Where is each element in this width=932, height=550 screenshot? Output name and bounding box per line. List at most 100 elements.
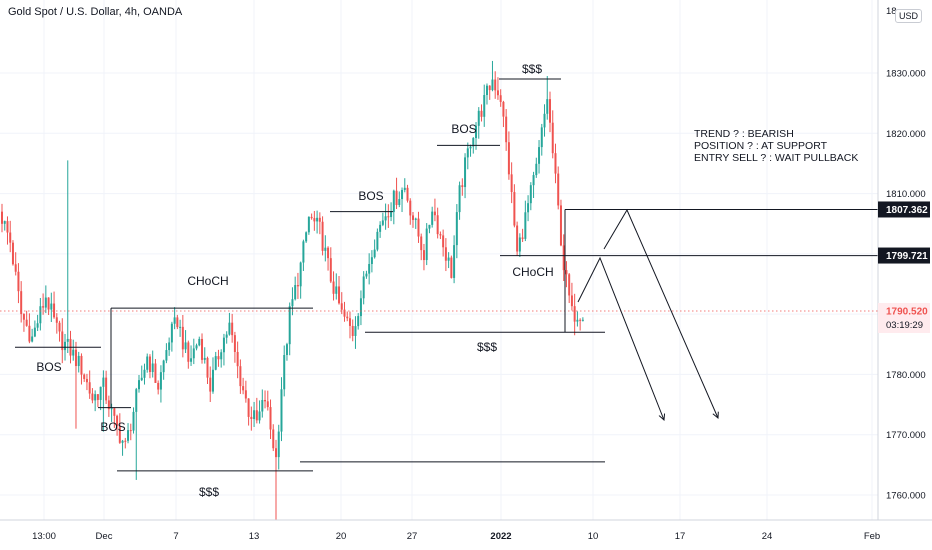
candle-body <box>3 221 6 224</box>
note-line: TREND ? : BEARISH <box>694 128 794 140</box>
price-tick-label: 1830.000 <box>886 69 926 80</box>
candle-body <box>83 374 86 379</box>
candle-body <box>581 319 584 321</box>
candle-body <box>170 323 173 343</box>
candle-body <box>485 85 488 96</box>
annotation-label: $$$ <box>199 485 219 499</box>
time-tick-label: 13:00 <box>32 531 56 542</box>
candle-body <box>340 303 343 310</box>
candle-body <box>39 306 42 324</box>
time-tick-label: 13 <box>249 531 260 542</box>
candle-body <box>61 331 64 351</box>
time-tick-label: 10 <box>588 531 599 542</box>
candle-body <box>420 236 423 251</box>
candle-body <box>138 380 140 390</box>
candle-body <box>217 356 220 360</box>
candle-body <box>244 390 247 399</box>
candle-body <box>365 273 368 277</box>
candle-body <box>154 363 157 383</box>
candle-body <box>184 342 187 350</box>
candle-body <box>494 79 497 91</box>
time-tick-label: 7 <box>173 531 178 542</box>
candle-body <box>428 224 431 229</box>
annotation-label: $$$ <box>522 62 542 76</box>
time-axis[interactable]: 13:00 Dec 7 13 20 27 2022 10 17 24 Feb <box>0 519 932 550</box>
candle-body <box>392 190 395 213</box>
candle-body <box>395 190 398 205</box>
candle-body <box>258 411 261 421</box>
candle-body <box>151 363 154 373</box>
candle-body <box>507 142 510 175</box>
candle-body <box>135 389 138 412</box>
candle-body <box>535 163 538 176</box>
candle-body <box>53 303 56 318</box>
candle-body <box>518 237 521 252</box>
annotation-label: BOS <box>100 420 125 434</box>
candle-body <box>414 218 417 220</box>
candle-body <box>469 146 472 149</box>
candle-body <box>291 299 294 307</box>
candle-body <box>570 295 573 307</box>
candle-body <box>162 360 165 373</box>
price-tick-label: 1770.000 <box>886 430 926 441</box>
candle-body <box>233 335 236 352</box>
candle-body <box>524 212 527 239</box>
candle-body <box>491 79 494 91</box>
candle-body <box>376 231 379 250</box>
candle-body <box>99 386 102 400</box>
candle-body <box>346 316 349 319</box>
time-tick-label: 17 <box>675 531 686 542</box>
candle-body <box>231 322 234 336</box>
time-tick-label: 20 <box>336 531 347 542</box>
candle-body <box>94 394 97 401</box>
candle-body <box>74 349 77 367</box>
candle-body <box>425 228 428 261</box>
annotation-label: BOS <box>358 189 383 203</box>
price-axis[interactable]: 1760.0001770.0001780.0001790.0001800.000… <box>877 0 932 550</box>
candle-body <box>283 355 286 390</box>
candle-body <box>214 356 217 370</box>
candle-body <box>321 221 324 251</box>
candle-body <box>562 245 565 271</box>
candle-body <box>42 306 45 308</box>
candle-body <box>516 225 519 252</box>
candle-body <box>477 110 480 126</box>
price-tag <box>878 247 930 264</box>
candle-body <box>444 247 447 261</box>
candle-body <box>179 326 182 328</box>
candle-body <box>225 334 228 338</box>
candle-body <box>359 298 362 317</box>
time-tick-label: 27 <box>407 531 418 542</box>
candle-body <box>551 122 554 154</box>
price-tick-label: 1760.000 <box>886 491 926 502</box>
candle-body <box>102 377 105 387</box>
candle-body <box>573 306 576 322</box>
candle-body <box>247 398 250 417</box>
candle-body <box>9 232 12 243</box>
candle-body <box>422 250 425 261</box>
candle-body <box>211 369 214 392</box>
candle-body <box>22 314 25 320</box>
candle-body <box>206 357 209 378</box>
candle-body <box>209 377 212 392</box>
candle-body <box>527 203 530 213</box>
candle-body <box>442 235 445 248</box>
candle-body <box>505 116 508 143</box>
price-tag-label: 1799.721 <box>886 251 928 262</box>
candle-body <box>370 257 373 265</box>
candle-body <box>124 440 127 442</box>
candle-body <box>466 148 469 158</box>
candle-body <box>55 317 58 323</box>
candle-body <box>431 211 434 225</box>
candle-body <box>310 216 313 219</box>
currency-button[interactable]: USD <box>894 9 922 23</box>
candle-body <box>357 316 360 327</box>
candle-body <box>181 326 184 350</box>
candle-body <box>381 220 384 225</box>
candle-body <box>565 270 568 275</box>
candle-body <box>31 336 34 342</box>
candle-body <box>439 234 442 236</box>
current-price-tag <box>878 303 930 334</box>
